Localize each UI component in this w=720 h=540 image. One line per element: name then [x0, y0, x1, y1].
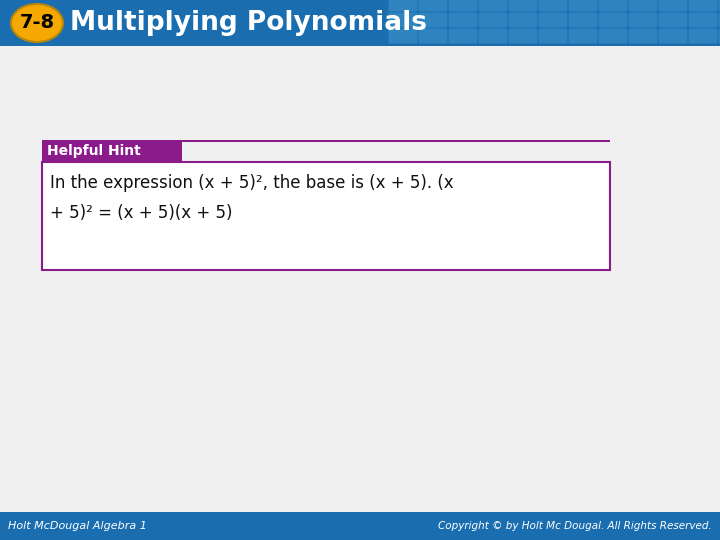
FancyBboxPatch shape [539, 29, 567, 44]
Text: 7-8: 7-8 [19, 14, 55, 32]
FancyBboxPatch shape [569, 29, 598, 44]
FancyBboxPatch shape [539, 12, 567, 28]
FancyBboxPatch shape [479, 29, 508, 44]
FancyBboxPatch shape [539, 0, 567, 11]
FancyBboxPatch shape [389, 12, 418, 28]
FancyBboxPatch shape [389, 0, 418, 11]
FancyBboxPatch shape [389, 29, 418, 44]
Bar [182, 140, 610, 141]
FancyBboxPatch shape [598, 0, 628, 11]
Text: Helpful Hint: Helpful Hint [47, 144, 140, 158]
FancyBboxPatch shape [629, 0, 657, 11]
FancyBboxPatch shape [418, 12, 448, 28]
FancyBboxPatch shape [508, 12, 538, 28]
FancyBboxPatch shape [418, 0, 448, 11]
FancyBboxPatch shape [688, 12, 718, 28]
Bar [0, 0, 720, 46]
FancyBboxPatch shape [629, 12, 657, 28]
FancyBboxPatch shape [418, 29, 448, 44]
Bar [42, 162, 610, 270]
FancyBboxPatch shape [508, 0, 538, 11]
FancyBboxPatch shape [719, 0, 720, 11]
FancyBboxPatch shape [719, 12, 720, 28]
FancyBboxPatch shape [479, 12, 508, 28]
FancyBboxPatch shape [659, 29, 688, 44]
FancyBboxPatch shape [688, 29, 718, 44]
FancyBboxPatch shape [598, 12, 628, 28]
FancyBboxPatch shape [449, 0, 477, 11]
Text: + 5)² = (x + 5)(x + 5): + 5)² = (x + 5)(x + 5) [50, 204, 233, 222]
FancyBboxPatch shape [688, 0, 718, 11]
Bar [42, 140, 182, 162]
FancyBboxPatch shape [479, 0, 508, 11]
FancyBboxPatch shape [449, 29, 477, 44]
FancyBboxPatch shape [719, 29, 720, 44]
Text: Multiplying Polynomials: Multiplying Polynomials [70, 10, 427, 36]
FancyBboxPatch shape [508, 29, 538, 44]
FancyBboxPatch shape [569, 0, 598, 11]
FancyBboxPatch shape [569, 12, 598, 28]
FancyBboxPatch shape [629, 29, 657, 44]
Text: Holt McDougal Algebra 1: Holt McDougal Algebra 1 [8, 521, 147, 531]
FancyBboxPatch shape [598, 29, 628, 44]
Text: Copyright © by Holt Mc Dougal. All Rights Reserved.: Copyright © by Holt Mc Dougal. All Right… [438, 521, 712, 531]
Ellipse shape [11, 4, 63, 42]
Text: In the expression (x + 5)², the base is (x + 5). (x: In the expression (x + 5)², the base is … [50, 174, 454, 192]
Bar [0, 512, 720, 540]
FancyBboxPatch shape [659, 12, 688, 28]
FancyBboxPatch shape [659, 0, 688, 11]
FancyBboxPatch shape [449, 12, 477, 28]
